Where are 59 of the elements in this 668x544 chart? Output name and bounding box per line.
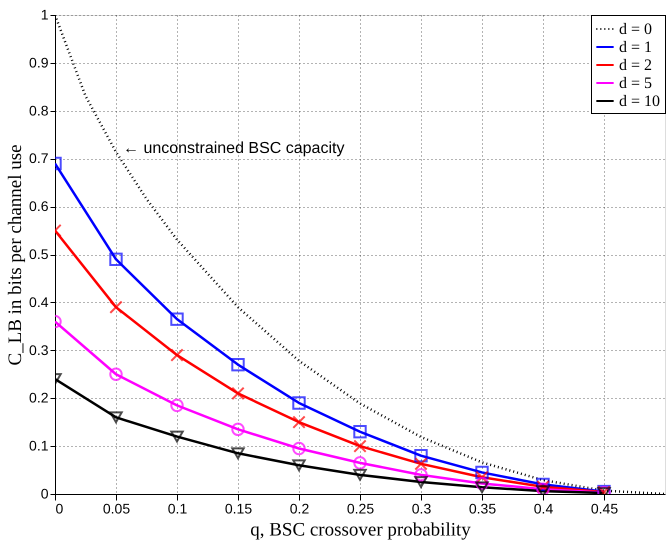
- annotation: ← unconstrained BSC capacity: [123, 140, 344, 157]
- y-tick-label: 0.3: [29, 342, 49, 358]
- point: [475, 476, 489, 490]
- point: [231, 422, 245, 436]
- point: [414, 448, 428, 462]
- y-tick-label: 1: [40, 6, 49, 22]
- point: [292, 396, 306, 410]
- y-tick-label: 0.8: [29, 102, 49, 118]
- point: [170, 348, 184, 362]
- point: [414, 476, 428, 488]
- y-tick-label: 0.4: [29, 294, 49, 310]
- point: [353, 425, 367, 438]
- x-tick-label: 0.2: [290, 500, 310, 516]
- point: [536, 482, 550, 494]
- point: [353, 456, 367, 470]
- x-tick-label: 0.25: [346, 500, 374, 516]
- x-axis-title: q, BSC crossover probability: [250, 520, 472, 540]
- point: [353, 439, 367, 453]
- legend-label: d = 1: [619, 39, 652, 56]
- legend-label: d = 10: [619, 93, 660, 110]
- point: [292, 442, 306, 456]
- point: [292, 459, 306, 472]
- y-tick-label: 0.1: [29, 438, 49, 454]
- point: [414, 457, 428, 471]
- legend-label: d = 2: [619, 57, 652, 74]
- x-tick-label: 0.45: [590, 500, 618, 516]
- point: [109, 368, 123, 381]
- y-axis-title: C_LB in bits per channel use: [5, 144, 26, 366]
- x-tick-label: 0.3: [412, 500, 432, 516]
- point: [475, 466, 489, 480]
- legend-label: d = 0: [619, 21, 652, 38]
- point: [231, 447, 245, 460]
- y-tick-label: 0.2: [29, 390, 49, 406]
- y-tick-label: 0: [40, 486, 49, 502]
- point: [353, 468, 367, 481]
- point: [109, 300, 123, 314]
- point: [170, 312, 184, 326]
- point: [475, 470, 489, 484]
- point: [170, 430, 184, 442]
- x-tick-label: 0.15: [224, 500, 252, 516]
- point: [414, 468, 428, 482]
- y-tick-label: 0.7: [29, 150, 49, 166]
- x-tick-label: 0.35: [468, 500, 496, 516]
- point: [170, 398, 184, 412]
- point: [109, 411, 123, 424]
- point: [292, 415, 306, 429]
- legend-label: d = 5: [619, 75, 652, 92]
- point: [231, 386, 245, 400]
- point: [231, 358, 245, 372]
- x-tick-label: 0.4: [534, 500, 554, 516]
- y-tick-label: 0.5: [29, 246, 49, 262]
- point: [109, 252, 123, 266]
- point: [536, 480, 550, 494]
- x-tick-label: 0: [56, 500, 64, 516]
- point: [475, 481, 489, 494]
- x-tick-label: 0.05: [102, 500, 130, 516]
- y-tick-label: 0.9: [29, 54, 49, 70]
- x-tick-label: 0.1: [168, 500, 188, 516]
- y-tick-label: 0.6: [29, 198, 49, 214]
